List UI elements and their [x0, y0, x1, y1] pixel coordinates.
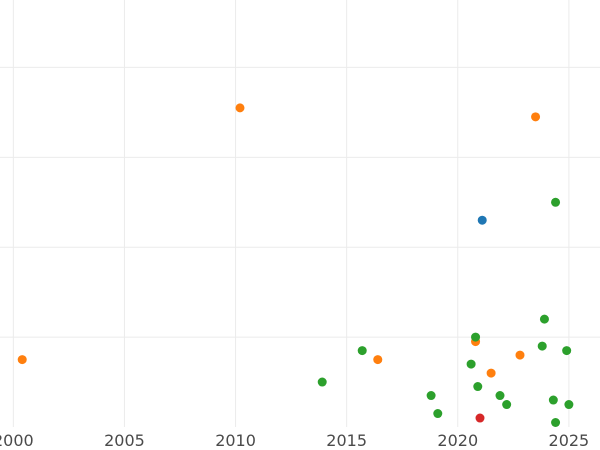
data-point [466, 359, 476, 369]
x-tick-label: 2025 [549, 431, 590, 450]
x-tick-labels: 2000 2005 2010 2015 2020 2025 [0, 431, 589, 450]
x-tick-label: 2015 [326, 431, 367, 450]
data-point [473, 382, 483, 392]
data-point [373, 355, 383, 365]
x-tick-label: 2005 [104, 431, 145, 450]
data-point [471, 332, 481, 342]
data-point [551, 418, 561, 428]
data-point [531, 112, 541, 122]
data-point [562, 346, 572, 356]
data-point [317, 377, 327, 387]
data-point [564, 400, 574, 410]
grid-layer [0, 0, 600, 427]
data-point [548, 395, 558, 405]
data-point [551, 197, 561, 207]
x-tick-label: 2000 [0, 431, 34, 450]
x-tick-label: 2010 [215, 431, 256, 450]
data-point [433, 409, 443, 419]
data-point [537, 341, 547, 351]
data-point [426, 391, 436, 401]
data-point [539, 314, 549, 324]
data-point [17, 355, 27, 365]
x-tick-label: 2020 [437, 431, 478, 450]
points-layer [17, 103, 574, 428]
data-point [486, 368, 496, 378]
data-point [495, 391, 505, 401]
data-point [477, 215, 487, 225]
data-point [357, 346, 367, 356]
data-point [502, 400, 512, 410]
data-point [475, 413, 485, 423]
data-point [235, 103, 245, 113]
data-point [515, 350, 525, 360]
